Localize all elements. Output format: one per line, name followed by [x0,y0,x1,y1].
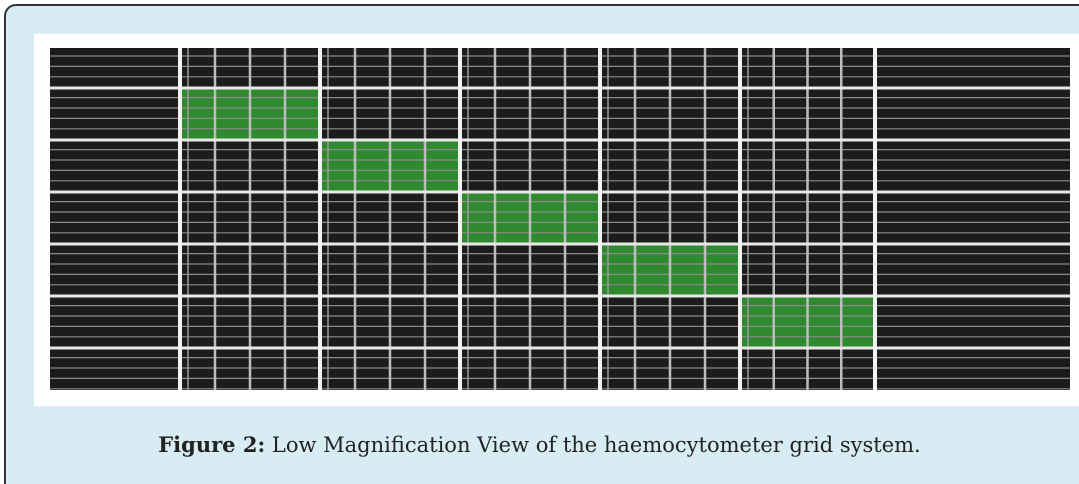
figure-caption-text: Low Magnification View of the haemocytom… [272,433,921,457]
figure-label: Figure 2: [158,432,265,457]
figure-image-box [34,34,1079,406]
figure-caption: Figure 2: Low Magnification View of the … [0,432,1079,457]
haemocytometer-image [34,34,1079,406]
